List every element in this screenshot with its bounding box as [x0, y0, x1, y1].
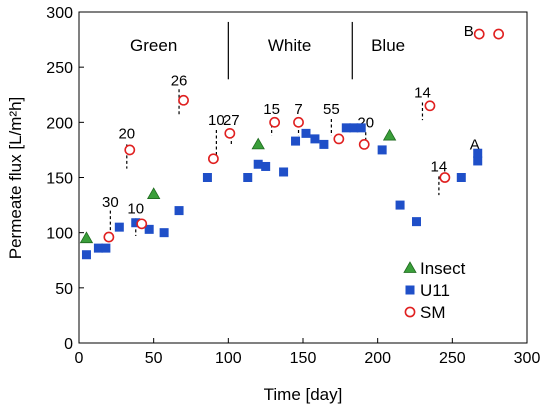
u11-point [395, 200, 405, 210]
y-tick-label: 150 [46, 171, 73, 188]
sm-point [333, 133, 345, 145]
legend-marker-u11 [405, 285, 415, 295]
u11-point [279, 167, 289, 177]
insect-point [146, 187, 161, 199]
sm-point [269, 116, 281, 128]
sm-point [358, 138, 370, 150]
x-tick-label: 0 [75, 350, 84, 367]
annotation-label: 20 [118, 125, 135, 142]
x-axis-label: Time [day] [264, 385, 343, 404]
sm-point [207, 153, 219, 165]
u11-point [93, 243, 103, 253]
u11-point [319, 139, 329, 149]
annotation-label: 26 [171, 72, 188, 89]
annotation-label: 14 [414, 85, 431, 102]
sm-point [124, 144, 136, 156]
u11-point [310, 134, 320, 144]
u11-point [243, 173, 253, 182]
u11-point [411, 217, 421, 227]
u11-point [349, 123, 359, 133]
x-tick-label: 300 [514, 350, 541, 367]
sm-point [424, 100, 436, 112]
u11-point [144, 224, 154, 234]
annotation-label: 27 [223, 112, 240, 129]
u11-point [253, 159, 263, 169]
u11-point [114, 222, 124, 232]
y-tick-label: 250 [46, 60, 73, 77]
region-label-blue: Blue [371, 36, 405, 55]
u11-point [81, 250, 91, 260]
sm-point [473, 28, 485, 40]
insect-point [79, 231, 94, 244]
region-dividers [227, 21, 353, 80]
legend-label-sm: SM [420, 303, 446, 322]
u11-point [301, 128, 311, 138]
u11-point [356, 123, 366, 133]
sm-point [293, 116, 304, 128]
u11-point [473, 156, 483, 166]
u11-point [131, 218, 141, 228]
annotation-label: 10 [127, 200, 144, 217]
x-tick-label: 100 [215, 350, 242, 367]
u11-point [377, 145, 387, 155]
u11-point [174, 206, 184, 216]
sm-point [439, 172, 451, 183]
region-labels: Green White Blue [130, 36, 405, 55]
legend: Insect U11 SM [403, 259, 466, 322]
u11-point [101, 243, 111, 253]
legend-label-u11: U11 [420, 281, 450, 300]
u11-point [202, 173, 212, 182]
u11-point [341, 123, 351, 133]
annotation-label: 14 [431, 158, 448, 175]
u11-point [159, 228, 169, 238]
annotation-label: 7 [294, 101, 302, 118]
region-label-white: White [268, 36, 311, 55]
sm-point [224, 127, 236, 139]
u11-point [261, 161, 271, 171]
insect-point [251, 137, 265, 150]
sm-point [493, 28, 505, 40]
y-tick-label: 200 [46, 115, 73, 132]
data-points [79, 28, 505, 260]
x-axis: 0 50 100 150 200 250 300 [75, 338, 541, 367]
annotation-label: 55 [323, 101, 340, 118]
annotation-label: B [464, 23, 474, 40]
legend-label-insect: Insect [420, 259, 466, 278]
annotation-label: 10 [208, 112, 225, 129]
y-tick-label: 100 [46, 226, 73, 243]
u11-point [456, 173, 466, 182]
y-tick-label: 300 [46, 5, 73, 22]
x-tick-label: 150 [290, 350, 317, 367]
legend-marker-insect [403, 261, 417, 273]
annotation-label: A [470, 136, 480, 153]
x-tick-label: 200 [364, 350, 391, 367]
sm-point [136, 218, 148, 230]
annotation-label: 15 [263, 101, 280, 118]
sm-point [103, 231, 115, 243]
sm-point [178, 94, 189, 106]
region-label-green: Green [130, 36, 177, 55]
insect-point [382, 128, 397, 141]
annotation-label: 30 [102, 194, 119, 211]
y-tick-label: 50 [55, 281, 73, 298]
x-tick-label: 250 [439, 350, 466, 367]
legend-marker-sm [404, 306, 416, 318]
y-tick-label: 0 [64, 336, 73, 353]
y-axis: 0 50 100 150 200 250 300 [46, 5, 84, 353]
x-tick-label: 50 [145, 350, 163, 367]
y-axis-label: Permeate flux [L/m²h] [6, 97, 25, 260]
u11-point [291, 136, 301, 146]
u11-point [473, 148, 483, 158]
